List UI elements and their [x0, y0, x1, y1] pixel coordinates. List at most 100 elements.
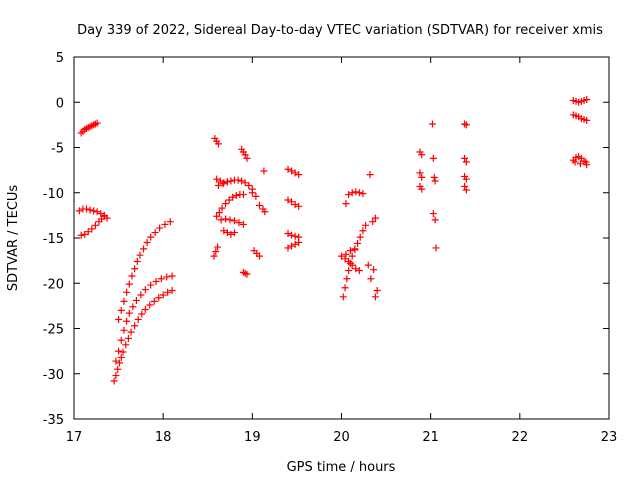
- data-point: [88, 225, 96, 233]
- data-point: [120, 297, 128, 305]
- data-point: [123, 317, 131, 325]
- data-point: [342, 200, 350, 208]
- data-point: [291, 201, 299, 209]
- data-point: [91, 221, 99, 229]
- y-tick-label: -10: [43, 187, 64, 202]
- data-point: [571, 158, 579, 166]
- data-point: [255, 201, 263, 209]
- data-point: [131, 322, 139, 330]
- data-point: [338, 252, 345, 260]
- data-point: [352, 265, 360, 273]
- data-point: [220, 227, 228, 235]
- data-point: [243, 154, 251, 162]
- data-point: [345, 191, 353, 199]
- data-point: [217, 216, 225, 224]
- data-point: [252, 192, 260, 200]
- data-point: [146, 301, 154, 309]
- data-point: [75, 207, 83, 215]
- data-point: [218, 204, 226, 212]
- data-point: [86, 206, 94, 214]
- data-point: [125, 309, 133, 317]
- data-point: [77, 129, 85, 137]
- data-point: [93, 119, 101, 127]
- data-point: [431, 177, 439, 185]
- data-point: [214, 182, 222, 190]
- data-point: [342, 250, 350, 258]
- data-point: [231, 229, 238, 237]
- data-point: [345, 258, 353, 266]
- data-point: [97, 210, 105, 218]
- data-points: [75, 96, 591, 385]
- data-point: [371, 293, 379, 301]
- data-point: [231, 217, 238, 225]
- data-point: [81, 230, 89, 238]
- data-point: [157, 275, 165, 283]
- data-point: [210, 252, 218, 260]
- data-point: [359, 227, 367, 235]
- y-tick-label: -15: [43, 232, 64, 247]
- data-point: [431, 216, 439, 224]
- data-point: [346, 247, 354, 255]
- data-point: [359, 190, 367, 198]
- data-point: [168, 286, 176, 294]
- data-point: [120, 326, 128, 334]
- data-point: [261, 208, 269, 216]
- data-point: [133, 258, 141, 266]
- data-point: [122, 341, 130, 349]
- data-point: [418, 185, 426, 193]
- data-point: [223, 229, 231, 237]
- data-point: [115, 315, 123, 323]
- data-point: [82, 205, 90, 213]
- data-point: [100, 212, 108, 220]
- data-point: [373, 286, 381, 294]
- data-point: [212, 248, 220, 256]
- data-point: [362, 221, 370, 229]
- data-point: [341, 255, 349, 263]
- data-point: [462, 158, 470, 166]
- data-point: [583, 96, 591, 104]
- data-point: [348, 189, 356, 197]
- data-point: [295, 171, 303, 179]
- data-point: [219, 180, 227, 188]
- data-point: [241, 151, 249, 159]
- plot-frame: [73, 56, 610, 420]
- x-tick-label: 18: [155, 430, 172, 445]
- data-point: [161, 220, 169, 228]
- data-point: [117, 306, 125, 314]
- data-point: [462, 121, 470, 129]
- data-point: [115, 359, 123, 367]
- data-point: [117, 336, 125, 344]
- x-tick-label: 21: [422, 430, 439, 445]
- data-point: [232, 191, 240, 199]
- data-point: [150, 297, 158, 305]
- x-tick-label: 17: [66, 430, 83, 445]
- data-point: [159, 291, 167, 299]
- data-point: [138, 310, 146, 318]
- data-point: [227, 177, 235, 185]
- axis-ticks: 17 18 19 20 21 22 23 5 0 -5 -10 -15 -20 -25 -30 -35: [43, 51, 618, 445]
- data-point: [222, 215, 230, 223]
- data-point: [123, 288, 131, 296]
- data-point: [234, 176, 242, 184]
- data-point: [352, 188, 360, 196]
- x-tick-label: 22: [512, 430, 529, 445]
- data-point: [227, 230, 235, 238]
- data-point: [462, 186, 470, 194]
- data-point: [131, 265, 139, 273]
- y-tick-label: -5: [51, 142, 64, 157]
- data-point: [243, 270, 251, 278]
- data-point: [226, 216, 234, 224]
- data-point: [134, 315, 142, 323]
- data-point: [291, 232, 299, 240]
- data-point: [248, 189, 256, 197]
- data-point: [112, 357, 120, 365]
- data-point: [155, 294, 163, 302]
- data-point: [364, 261, 372, 269]
- data-point: [255, 252, 263, 260]
- y-tick-label: -20: [43, 277, 64, 292]
- data-point: [430, 173, 438, 181]
- y-tick-label: -30: [43, 368, 64, 383]
- y-tick-label: 5: [56, 51, 64, 66]
- data-point: [288, 198, 296, 206]
- data-point: [288, 231, 296, 239]
